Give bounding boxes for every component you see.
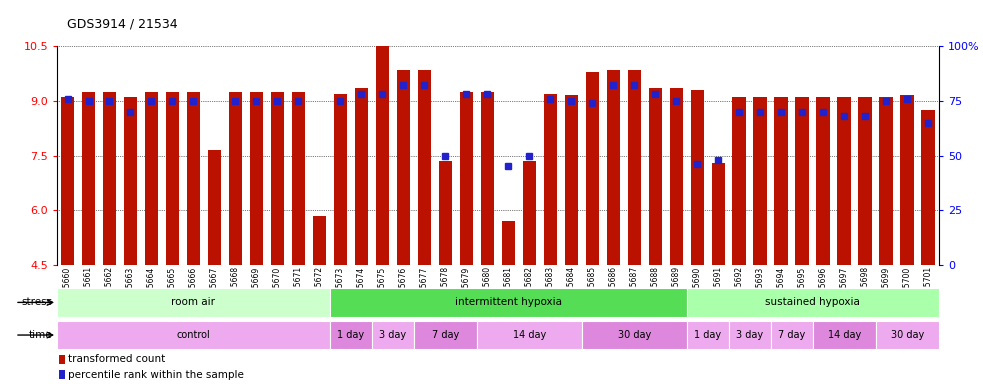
Bar [813,321,876,349]
Bar [57,288,330,317]
Bar [687,321,728,349]
Text: sustained hypoxia: sustained hypoxia [766,297,860,308]
Bar [607,70,620,265]
Bar [414,321,477,349]
Bar [418,70,432,265]
Bar [687,288,939,317]
Text: stress: stress [21,297,52,308]
Bar [61,97,75,265]
Text: 1 day: 1 day [337,330,365,340]
Bar [145,92,158,265]
Bar [124,97,138,265]
Bar [876,321,939,349]
Bar [627,70,641,265]
Bar [333,94,347,265]
Bar [728,321,771,349]
Bar [838,97,851,265]
Bar [438,161,452,265]
Bar [564,95,578,265]
Bar [330,321,372,349]
Text: 7 day: 7 day [779,330,805,340]
Bar [207,150,221,265]
Text: room air: room air [171,297,215,308]
Bar [187,92,201,265]
Bar [690,90,704,265]
Bar [372,321,414,349]
Bar [313,216,326,265]
Text: 3 day: 3 day [379,330,407,340]
Bar [376,46,389,265]
Bar [481,92,494,265]
Text: 1 day: 1 day [694,330,722,340]
Bar [900,95,914,265]
Text: percentile rank within the sample: percentile rank within the sample [68,369,244,379]
Bar [732,97,746,265]
Bar [523,161,536,265]
Text: 14 day: 14 day [513,330,546,340]
Bar [795,97,809,265]
Bar [771,321,813,349]
Bar [250,92,263,265]
Bar [921,110,935,265]
Bar [582,321,687,349]
Bar [712,163,725,265]
Bar [59,355,65,364]
Bar [477,321,582,349]
Bar [586,72,600,265]
Bar [330,288,687,317]
Bar [166,92,179,265]
Bar [460,92,473,265]
Bar [355,88,369,265]
Bar [57,321,330,349]
Bar [396,70,410,265]
Bar [544,94,557,265]
Bar [292,92,306,265]
Bar [229,92,242,265]
Bar [270,92,284,265]
Text: 3 day: 3 day [736,330,764,340]
Bar [754,97,767,265]
Bar [82,92,95,265]
Text: control: control [177,330,210,340]
Text: time: time [29,330,52,340]
Bar [775,97,788,265]
Text: intermittent hypoxia: intermittent hypoxia [455,297,562,308]
Bar [102,92,116,265]
Bar [501,221,515,265]
Text: 30 day: 30 day [617,330,651,340]
Bar [858,97,872,265]
Bar [669,88,683,265]
Text: 14 day: 14 day [828,330,861,340]
Bar [649,88,663,265]
Bar [817,97,830,265]
Text: 30 day: 30 day [891,330,924,340]
Bar [880,97,894,265]
Text: 7 day: 7 day [432,330,459,340]
Text: GDS3914 / 21534: GDS3914 / 21534 [67,18,178,31]
Bar [59,370,65,379]
Text: transformed count: transformed count [68,354,165,364]
